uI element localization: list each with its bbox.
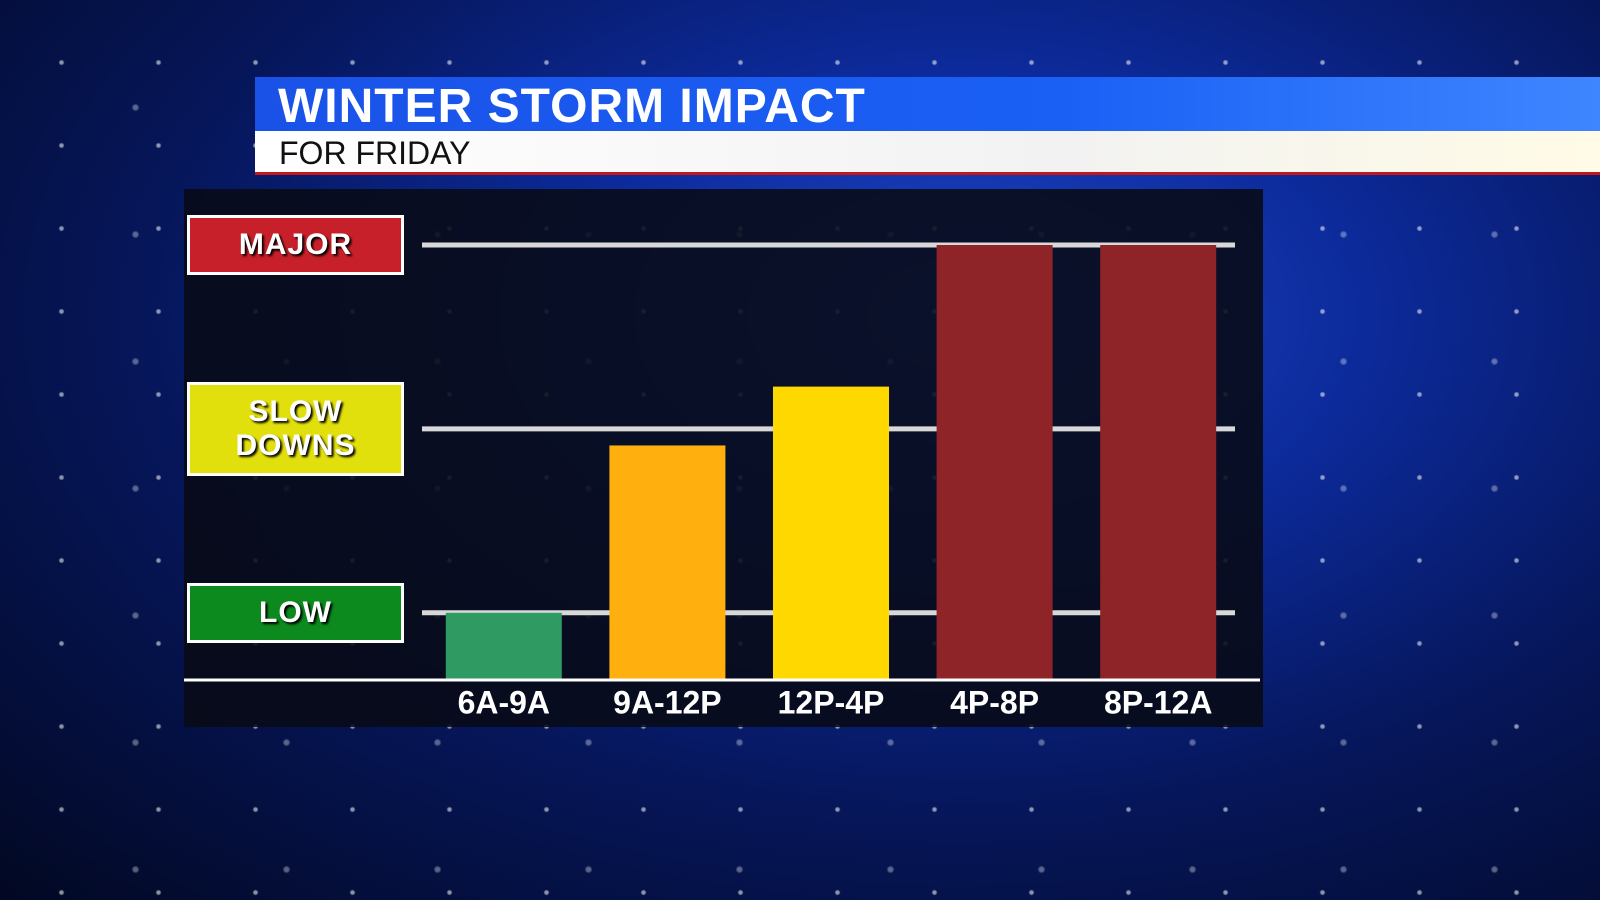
chart-title: WINTER STORM IMPACT xyxy=(278,80,866,133)
y-tick-label: LOW xyxy=(187,582,404,643)
y-tick-label: MAJOR xyxy=(187,215,404,275)
x-tick-label: 12P-4P xyxy=(778,684,885,720)
bar xyxy=(609,445,726,679)
x-tick-label: 9A-12P xyxy=(613,684,722,720)
x-tick-label: 6A-9A xyxy=(458,684,550,720)
chart-subtitle: FOR FRIDAY xyxy=(279,135,471,171)
x-tick-label: 4P-8P xyxy=(950,684,1039,720)
y-tick-label: SLOW DOWNS xyxy=(187,381,404,476)
bar xyxy=(445,612,562,679)
bar xyxy=(773,386,889,679)
bar xyxy=(936,245,1053,679)
bar xyxy=(1100,245,1217,679)
x-tick-label: 8P-12A xyxy=(1104,684,1213,720)
title-bar: WINTER STORM IMPACT xyxy=(255,77,1600,133)
subtitle-bar: FOR FRIDAY xyxy=(255,131,1600,175)
